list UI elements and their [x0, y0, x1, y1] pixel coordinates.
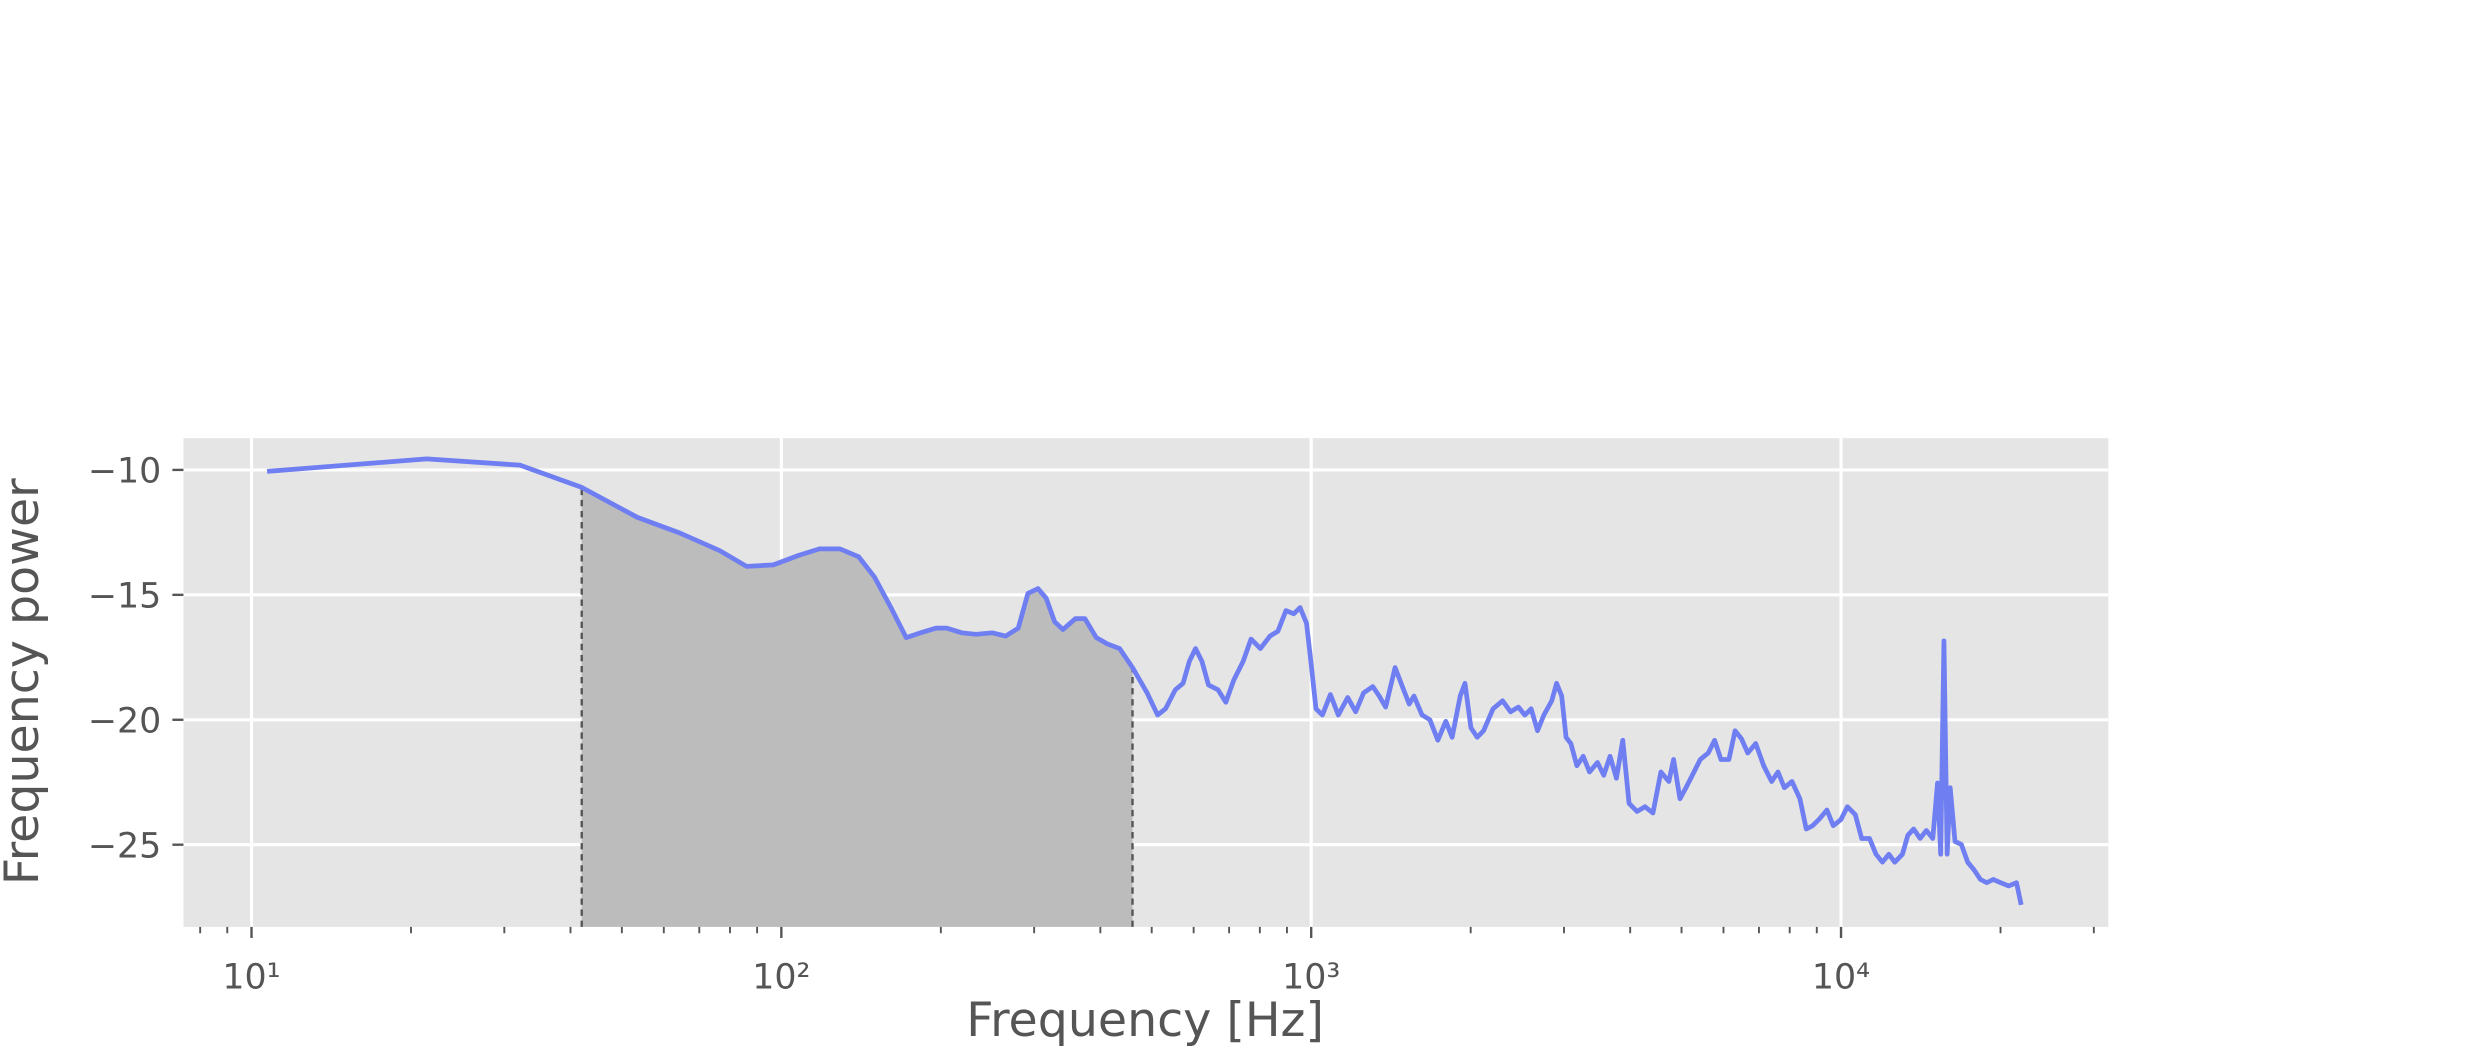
line-group	[266, 456, 2024, 906]
y-tick-label: −20	[88, 701, 161, 741]
x-tick-label: 10⁴	[1812, 958, 1870, 998]
grid	[183, 438, 2109, 927]
x-tick-label: 10¹	[222, 958, 280, 998]
axes: 10¹ 10² 10³ 10⁴ −10 −15 −20 −25	[88, 452, 2095, 998]
y-tick-label: −10	[88, 452, 161, 492]
y-tick-label: −15	[88, 576, 161, 616]
y-axis-label: Frequency power	[0, 478, 50, 885]
y-tick-label: −25	[88, 826, 161, 866]
x-axis-label: Frequency [Hz]	[966, 993, 1324, 1048]
shade-group	[580, 487, 1134, 927]
x-tick-label: 10²	[752, 958, 810, 998]
plot-area	[183, 438, 2109, 927]
shaded-band	[581, 487, 1133, 927]
line	[266, 456, 2024, 906]
x-tick-label: 10³	[1282, 958, 1340, 998]
